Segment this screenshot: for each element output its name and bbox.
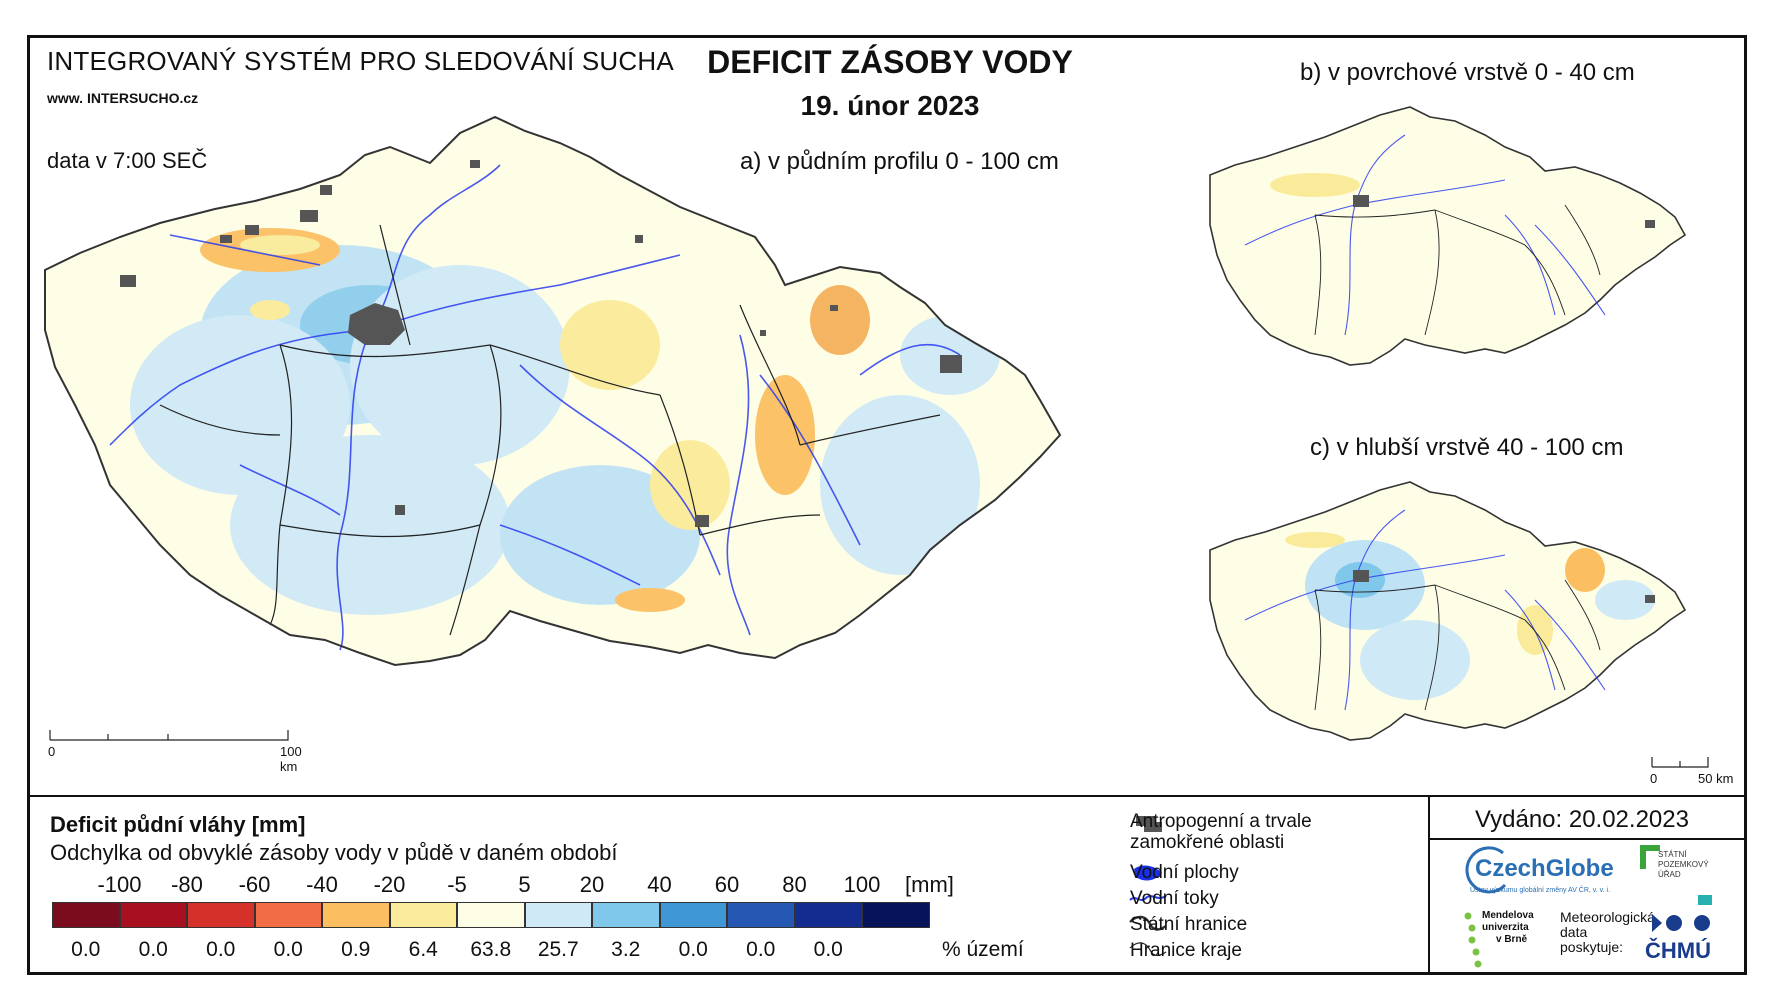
legend-tick-label: -5	[447, 872, 467, 897]
mendel-line3: v Brně	[1496, 934, 1528, 945]
small-scalebar-graphic	[1651, 757, 1709, 768]
mendel-logo: Mendelova univerzita v Brně	[1482, 910, 1534, 946]
legend-swatch	[592, 902, 660, 928]
key-state-border: Státní hranice	[1130, 914, 1248, 935]
legend-swatch	[52, 902, 120, 928]
legend-swatch	[659, 902, 727, 928]
legend-swatch	[457, 902, 525, 928]
legend-swatch	[794, 902, 862, 928]
water-body-icon	[1134, 865, 1162, 881]
legend-tick-label: 80	[782, 872, 807, 897]
spu-line1: STÁTNÍ	[1658, 850, 1687, 859]
legend-swatch	[727, 902, 795, 928]
legend-tick-label: -100	[97, 872, 142, 897]
website-suffix: .cz	[179, 90, 199, 106]
meteo-credit: Meteorologická data poskytuje:	[1560, 910, 1655, 955]
map-title: DEFICIT ZÁSOBY VODY	[707, 44, 1073, 80]
legend-swatch	[187, 902, 255, 928]
small-scalebar-end: 50 km	[1698, 771, 1734, 786]
panel-a-label: a) v půdním profilu 0 - 100 cm	[740, 148, 1059, 175]
legend-percent-value: 0.0	[71, 938, 101, 961]
legend-percent-value: 0.0	[273, 938, 303, 961]
legend-percent-value: 0.0	[206, 938, 236, 961]
panel-b-label: b) v povrchové vrstvě 0 - 40 cm	[1300, 59, 1635, 86]
small-scalebar: 0 50 km	[1650, 755, 1740, 786]
issued-divider	[1430, 838, 1746, 840]
mendel-logo-icon	[1464, 912, 1482, 968]
legend-percent-value: 0.0	[813, 938, 843, 961]
map-date: 19. únor 2023	[800, 90, 980, 121]
small-scalebar-start: 0	[1650, 771, 1658, 786]
legend-percent-value: 3.2	[611, 938, 641, 961]
legend-swatch	[322, 902, 390, 928]
legend-tick-label: -40	[306, 872, 338, 897]
legend-swatch	[254, 902, 322, 928]
website-main: INTERSUCHO	[86, 90, 180, 106]
legend-subtitle: Odchylka od obvyklé zásoby vody v půdě v…	[50, 840, 618, 865]
legend-tick-label: -80	[171, 872, 203, 897]
czechglobe-subtitle: Ústav výzkumu globální změny AV ČR, v. v…	[1470, 887, 1611, 894]
legend-unit: [mm]	[905, 872, 954, 897]
key-urban: Antropogenní a trvale zamokřené oblasti	[1130, 811, 1312, 853]
legend-percent-label: % území	[942, 938, 1024, 961]
legend-title: Deficit půdní vláhy [mm]	[50, 812, 306, 837]
river-icon	[1129, 895, 1167, 901]
system-title: INTEGROVANÝ SYSTÉM PRO SLEDOVÁNÍ SUCHA	[47, 46, 674, 76]
spu-logo-icon	[1640, 845, 1660, 869]
data-time: data v 7:00 SEČ	[47, 148, 208, 173]
legend-percent-value: 0.0	[678, 938, 708, 961]
legend-swatch	[119, 902, 187, 928]
state-border-icon	[1129, 915, 1167, 931]
main-scalebar-end: 100 km	[280, 744, 302, 774]
website-link[interactable]: www. INTERSUCHO.cz	[47, 90, 198, 106]
issued-panel	[1428, 797, 1749, 975]
legend-percent-value: 63.8	[470, 938, 512, 961]
main-scalebar-graphic	[49, 730, 289, 741]
panel-c-map	[1209, 481, 1687, 741]
spu-logo: STÁTNÍ POZEMKOVÝ ÚŘAD	[1658, 850, 1709, 880]
key-urban-label: Antropogenní a trvale	[1130, 811, 1312, 832]
legend-tick-label: 20	[579, 872, 605, 897]
key-region-border: Hranice kraje	[1130, 940, 1242, 961]
key-river: Vodní toky	[1130, 888, 1219, 909]
legend-tick-label: 100	[843, 872, 881, 897]
issued-date: Vydáno: 20.02.2023	[1475, 806, 1689, 833]
legend-tick-label: 40	[647, 872, 672, 897]
legend-tick-label: 5	[518, 872, 531, 897]
urban-area-icon	[1136, 816, 1162, 832]
panel-b-map	[1209, 106, 1687, 366]
legend-tick-label: -20	[373, 872, 406, 897]
meteo-line3: poskytuje:	[1560, 939, 1624, 955]
meteo-line2: data	[1560, 924, 1588, 940]
legend-percent-value: 0.0	[746, 938, 776, 961]
legend-percent-value: 25.7	[537, 938, 579, 961]
legend-swatch	[524, 902, 592, 928]
spu-line2: POZEMKOVÝ	[1658, 860, 1709, 869]
mendel-line1: Mendelova	[1482, 910, 1534, 921]
mendel-line2: univerzita	[1482, 922, 1529, 933]
legend-tick-label: -60	[238, 872, 271, 897]
legend-swatch	[389, 902, 457, 928]
legend-percent-value: 0.0	[138, 938, 168, 961]
legend-percent-value: 0.9	[341, 938, 371, 961]
main-scalebar: 0 100 km	[48, 728, 318, 774]
spu-accent-icon	[1698, 895, 1712, 905]
website-prefix: www.	[47, 90, 84, 106]
chmu-logo-icon	[1652, 914, 1710, 932]
main-map	[44, 115, 1062, 667]
key-water: Vodní plochy	[1130, 862, 1239, 883]
key-urban-label2: zamokřené oblasti	[1130, 832, 1285, 853]
panel-c-label: c) v hlubší vrstvě 40 - 100 cm	[1310, 434, 1624, 461]
legend-panel	[27, 795, 1747, 977]
meteo-line1: Meteorologická	[1560, 909, 1655, 925]
legend-percent-value: 6.4	[408, 938, 438, 961]
region-border-icon	[1129, 942, 1167, 957]
czechglobe-logo: CzechGlobe	[1475, 855, 1614, 882]
legend-swatch	[862, 902, 930, 928]
chmu-logo: ČHMÚ	[1645, 938, 1711, 963]
spu-line3: ÚŘAD	[1658, 870, 1681, 879]
main-scalebar-start: 0	[48, 744, 56, 759]
czechglobe-logo-icon	[1465, 846, 1507, 894]
legend-tick-label: 60	[714, 872, 740, 897]
